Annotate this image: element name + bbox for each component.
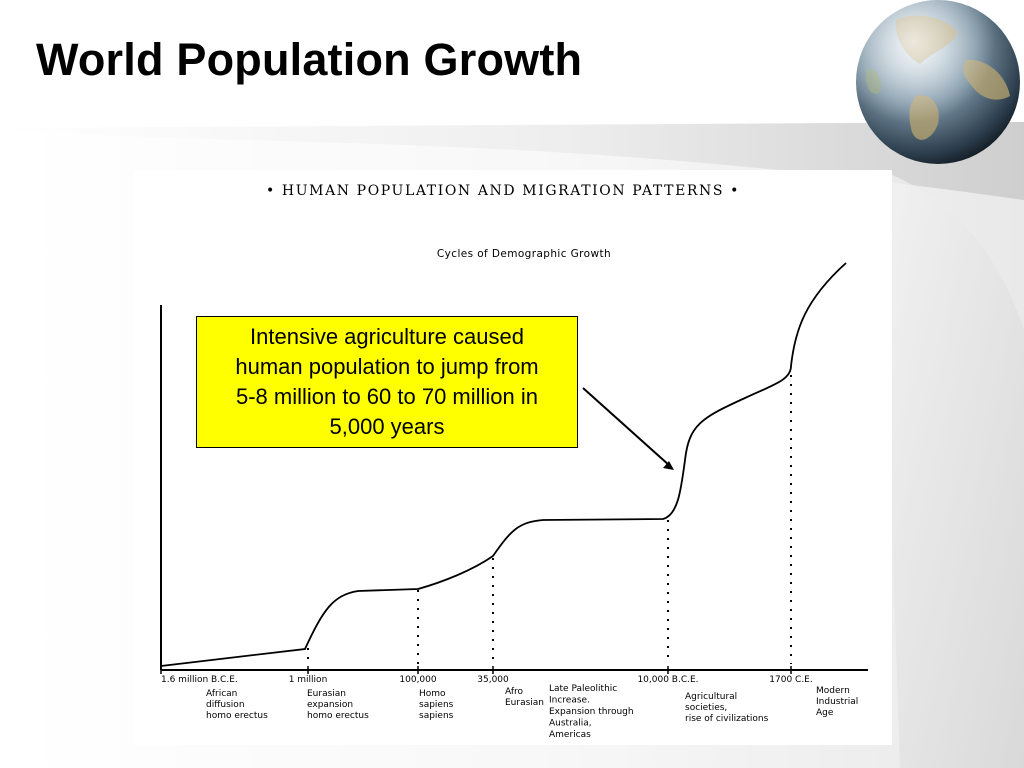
epoch-label: Modern Industrial Age bbox=[816, 686, 858, 718]
epoch-label-line: Eurasian bbox=[505, 698, 544, 708]
epoch-label-line: Afro bbox=[505, 687, 524, 697]
slide-title: World Population Growth bbox=[36, 34, 583, 85]
epoch-label-line: Age bbox=[816, 708, 834, 718]
epoch-label-line: Agricultural bbox=[685, 692, 737, 702]
epoch-label-line: Americas bbox=[549, 730, 591, 740]
epoch-label-line: rise of civilizations bbox=[685, 714, 769, 724]
tick-label: 1.6 million B.C.E. bbox=[161, 675, 238, 685]
epoch-label: Afro Eurasian bbox=[505, 687, 544, 708]
epoch-label: African diffusion homo erectus bbox=[206, 689, 268, 721]
epoch-label-line: Modern bbox=[816, 686, 850, 696]
epoch-label: Homo sapiens sapiens bbox=[419, 689, 454, 721]
tick-label: 1 million bbox=[289, 675, 328, 685]
epoch-label-line: Homo bbox=[419, 689, 446, 699]
epoch-label-line: homo erectus bbox=[206, 711, 268, 721]
tick-label: 1700 C.E. bbox=[769, 675, 812, 685]
epoch-label: Late Paleolithic Increase. Expansion throu… bbox=[549, 684, 634, 740]
epoch-label-line: sapiens bbox=[419, 711, 454, 721]
epoch-label-line: African bbox=[206, 689, 237, 699]
chart-title: • HUMAN POPULATION AND MIGRATION PATTERN… bbox=[266, 183, 740, 199]
callout-line: 5,000 years bbox=[329, 414, 445, 439]
epoch-label-line: sapiens bbox=[419, 700, 454, 710]
epoch-label-line: Industrial bbox=[816, 697, 858, 707]
arrow-head bbox=[663, 461, 674, 470]
epoch-label: Eurasian expansion homo erectus bbox=[307, 689, 369, 721]
epoch-label-line: Expansion through bbox=[549, 707, 634, 717]
epoch-label-line: societies, bbox=[685, 703, 727, 713]
population-chart: • HUMAN POPULATION AND MIGRATION PATTERN… bbox=[160, 183, 868, 740]
globe-icon bbox=[856, 0, 1020, 164]
epoch-label-line: Eurasian bbox=[307, 689, 346, 699]
epoch-label-line: Increase. bbox=[549, 696, 590, 706]
callout-line: 5-8 million to 60 to 70 million in bbox=[235, 384, 539, 409]
x-axis-ticks: 1.6 million B.C.E. 1 million 100,000 35,000… bbox=[160, 666, 813, 685]
tick-label: 35,000 bbox=[477, 675, 509, 685]
callout-line: human population to jump from bbox=[235, 354, 539, 379]
arrow-icon bbox=[582, 387, 671, 467]
callout-line: Intensive agriculture caused bbox=[250, 324, 524, 349]
chart-subtitle: Cycles of Demographic Growth bbox=[437, 248, 611, 260]
population-curve bbox=[160, 262, 847, 667]
epoch-label-line: homo erectus bbox=[307, 711, 369, 721]
tick-label: 10,000 B.C.E. bbox=[637, 675, 698, 685]
epoch-label-line: diffusion bbox=[206, 700, 245, 710]
chart-panel: • HUMAN POPULATION AND MIGRATION PATTERN… bbox=[133, 170, 892, 745]
epoch-label-line: Late Paleolithic bbox=[549, 684, 617, 694]
epoch-label-line: expansion bbox=[307, 700, 353, 710]
epoch-label: Agricultural societies, rise of civilizati… bbox=[685, 692, 769, 724]
epoch-label-line: Australia, bbox=[549, 719, 592, 729]
tick-label: 100,000 bbox=[399, 675, 436, 685]
epoch-guides bbox=[307, 375, 792, 664]
annotation-callout: Intensive agriculture caused human popul… bbox=[196, 316, 578, 448]
